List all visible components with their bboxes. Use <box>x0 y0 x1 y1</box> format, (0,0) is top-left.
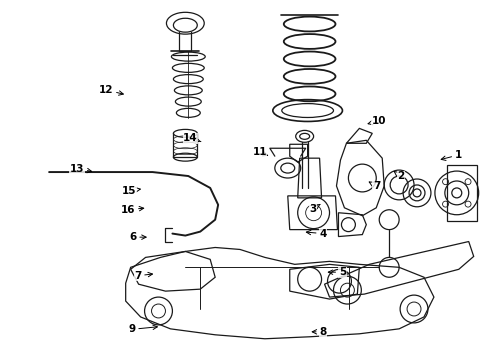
Text: 11: 11 <box>252 148 268 157</box>
Text: 9: 9 <box>128 324 157 334</box>
Text: 10: 10 <box>368 116 386 126</box>
Text: 16: 16 <box>121 204 144 215</box>
Text: 12: 12 <box>99 85 123 95</box>
Text: 1: 1 <box>441 150 462 161</box>
Text: 7: 7 <box>134 271 152 281</box>
Text: 3: 3 <box>310 203 320 213</box>
Text: 5: 5 <box>328 267 346 277</box>
Text: 2: 2 <box>394 171 405 181</box>
Text: 4: 4 <box>306 229 327 239</box>
Text: 15: 15 <box>122 186 140 196</box>
Text: 14: 14 <box>183 133 201 143</box>
Text: 8: 8 <box>312 327 326 337</box>
Text: 6: 6 <box>129 232 146 242</box>
Text: 13: 13 <box>70 163 92 174</box>
Text: 7: 7 <box>369 181 380 191</box>
